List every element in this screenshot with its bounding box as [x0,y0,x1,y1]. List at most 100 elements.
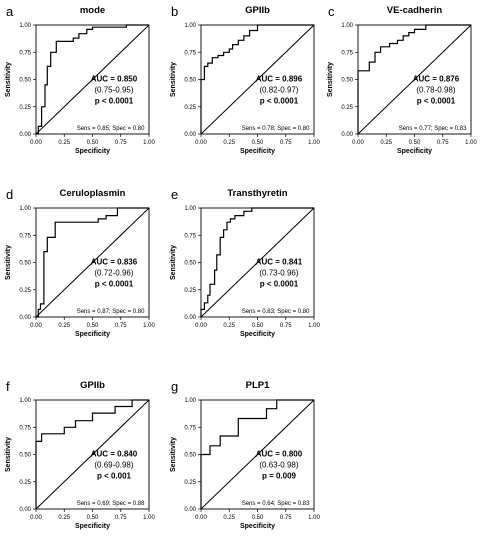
roc-curve [357,24,471,134]
roc-curve [36,207,149,318]
y-tick-label: 0.50 [19,261,31,267]
y-tick-label: 0.25 [184,480,196,486]
x-tick-label: 0.00 [30,515,42,521]
y-tick-label: 0.75 [19,425,31,431]
panel-letter: g [171,379,178,394]
y-tick-label: 0.25 [341,105,353,111]
y-tick-label: 0.25 [184,105,196,111]
auc-label: AUC = 0.841 [256,258,303,267]
ci-label: (0.78-0.98) [416,86,455,95]
x-axis-label: Specificity [240,148,275,155]
roc-curve [35,399,149,509]
y-axis-label: Sensitivity [327,62,334,97]
y-tick-label: 0.50 [184,453,196,459]
y-tick-label: 1.00 [19,398,31,404]
ci-label: (0.63-0.98) [259,461,298,470]
x-tick-label: 0.75 [115,323,127,329]
x-tick-label: 0.25 [58,515,70,521]
y-tick-label: 0.00 [341,132,353,138]
x-tick-label: 0.50 [87,323,99,329]
y-tick-label: 0.50 [19,453,31,459]
x-axis-label: Specificity [75,331,110,338]
x-tick-label: 0.75 [280,140,292,146]
x-tick-label: 0.50 [87,140,99,146]
chart-title: PLP1 [246,380,270,391]
y-tick-label: 0.75 [341,50,353,56]
y-tick-label: 0.50 [184,261,196,267]
y-axis-label: Sensitivity [5,62,12,97]
panel-letter: f [6,379,10,394]
y-axis-label: Sensitivity [170,62,177,97]
x-tick-label: 1.00 [143,140,155,146]
y-tick-label: 0.75 [19,233,31,239]
x-tick-label: 0.50 [252,323,264,329]
y-tick-label: 0.25 [184,288,196,294]
panel-letter: a [6,4,14,19]
y-tick-label: 0.00 [19,507,31,513]
auc-label: AUC = 0.840 [91,450,138,459]
p-value-label: p < 0.0001 [260,279,299,288]
chart-title: GPIIb [80,380,105,391]
y-tick-label: 0.50 [341,78,353,84]
y-tick-label: 0.00 [184,132,196,138]
y-tick-label: 0.75 [184,425,196,431]
x-tick-label: 1.00 [465,140,477,146]
p-value-label: p = 0.009 [262,471,297,480]
x-tick-label: 0.25 [223,140,235,146]
roc-curve [200,399,314,509]
auc-label: AUC = 0.850 [91,75,138,84]
x-axis-label: Specificity [75,148,110,155]
x-tick-label: 0.75 [115,515,127,521]
y-tick-label: 1.00 [341,23,353,29]
roc-panel-d: d Ceruloplasmin 0.00 0.25 0.50 0.75 1.00 0.00 0.… [5,187,155,338]
sens-spec-label: Sens = 0.83; Spec = 0.80 [242,309,310,315]
y-axis-label: Sensitivity [170,245,177,280]
ci-label: (0.69-0.98) [94,461,133,470]
y-tick-label: 0.50 [184,78,196,84]
x-axis-label: Specificity [75,523,110,530]
p-value-label: p < 0.001 [97,471,132,480]
y-tick-label: 0.00 [19,132,31,138]
x-tick-label: 1.00 [143,323,155,329]
x-tick-label: 0.75 [280,515,292,521]
p-value-label: p < 0.0001 [95,279,134,288]
y-axis-label: Sensitivity [5,437,12,472]
y-tick-label: 0.25 [19,105,31,111]
roc-panel-e: e Transthyretin 0.00 0.25 0.50 0.75 1.00 0.00 0.… [170,187,320,338]
y-tick-label: 1.00 [184,206,196,212]
y-tick-label: 1.00 [19,206,31,212]
y-tick-label: 0.75 [19,50,31,56]
x-tick-label: 0.25 [380,140,392,146]
y-axis-label: Sensitivity [5,245,12,280]
ci-label: (0.82-0.97) [259,86,298,95]
y-tick-label: 1.00 [19,23,31,29]
roc-panel-c: c VE-cadherin 0.00 0.25 0.50 0.75 1.00 0.00 0.25… [327,4,477,155]
sens-spec-label: Sens = 0.87; Spec = 0.80 [77,309,145,315]
auc-label: AUC = 0.800 [256,450,303,459]
x-tick-label: 0.50 [252,140,264,146]
x-axis-label: Specificity [240,331,275,338]
sens-spec-label: Sens = 0.77; Spec = 0.83 [399,126,467,132]
panel-letter: d [6,187,13,202]
sens-spec-label: Sens = 0.64; Spec = 0.83 [242,501,310,507]
roc-panel-g: g PLP1 0.00 0.25 0.50 0.75 1.00 0.00 0.25 0.50 0.7… [170,379,320,530]
x-tick-label: 0.75 [280,323,292,329]
reference-diagonal [200,24,315,135]
x-tick-label: 0.25 [223,323,235,329]
auc-label: AUC = 0.896 [256,75,303,84]
panel-letter: e [171,187,178,202]
roc-curve [200,207,314,317]
y-tick-label: 1.00 [184,398,196,404]
x-tick-label: 0.25 [58,323,70,329]
x-tick-label: 0.75 [437,140,449,146]
y-tick-label: 0.75 [184,233,196,239]
x-tick-label: 1.00 [143,515,155,521]
x-tick-label: 0.50 [252,515,264,521]
chart-title: Transthyretin [227,188,287,199]
y-tick-label: 0.50 [19,78,31,84]
y-tick-label: 0.00 [184,315,196,321]
reference-diagonal [35,207,150,318]
y-tick-label: 0.25 [19,288,31,294]
chart-title: Ceruloplasmin [60,188,126,199]
